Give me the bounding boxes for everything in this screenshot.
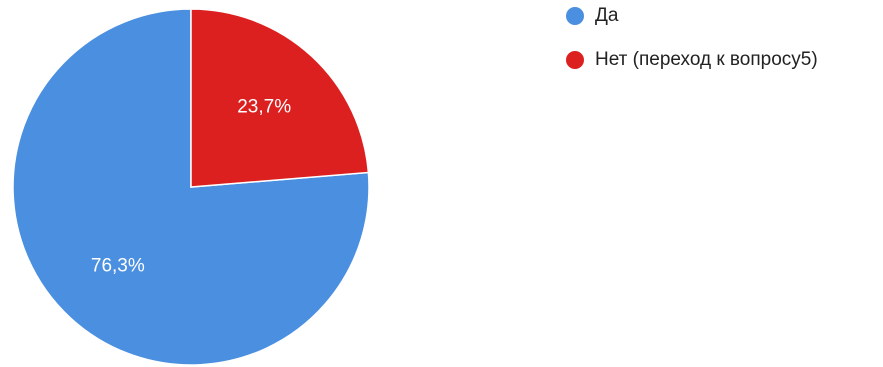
legend-label-da: Да (595, 5, 619, 26)
pie-slice-label-da: 76,3% (91, 255, 145, 276)
pie-slice-net[interactable] (190, 8, 370, 188)
legend-item-net[interactable]: Нет (переход к вопросу5) (566, 48, 818, 72)
legend-swatch-da (566, 7, 584, 25)
legend-label-net: Нет (переход к вопросу5) (595, 49, 818, 70)
pie-slices (12, 8, 370, 366)
legend-swatch-net (566, 51, 584, 69)
chart-legend: Да Нет (переход к вопросу5) (566, 4, 818, 92)
pie-slice-labels: 76,3% 23,7% (91, 97, 291, 277)
legend-item-da[interactable]: Да (566, 4, 818, 28)
pie-slice-label-net: 23,7% (237, 97, 291, 118)
